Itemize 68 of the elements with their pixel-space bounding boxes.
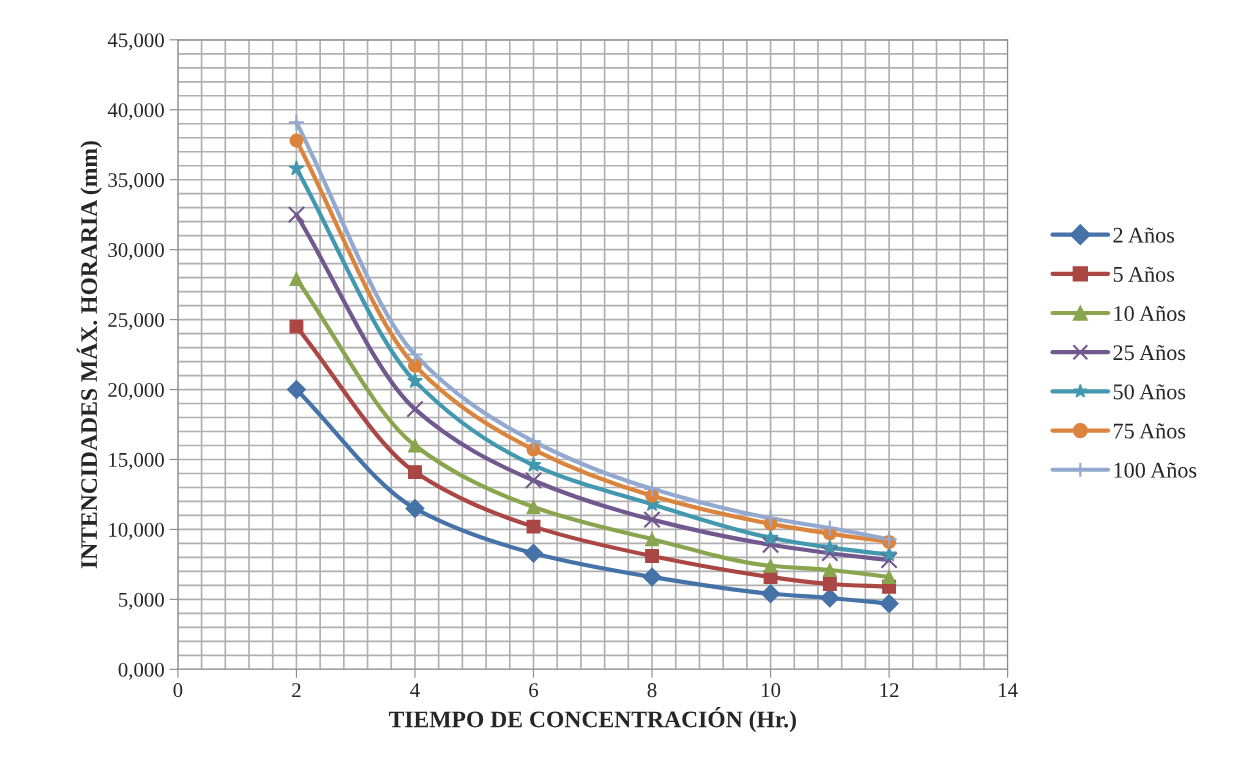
y-tick-label: 30,000 xyxy=(108,243,164,261)
x-axis-title: TIEMPO DE CONCENTRACIÓN (Hr.) xyxy=(388,706,796,733)
point xyxy=(526,519,541,534)
y-tick-label: 25,000 xyxy=(108,312,164,331)
point xyxy=(821,539,838,555)
point xyxy=(289,319,304,334)
point xyxy=(523,543,544,563)
x-tick-label: 6 xyxy=(529,683,539,698)
point xyxy=(407,372,423,389)
point xyxy=(882,570,897,584)
point xyxy=(645,549,659,563)
point xyxy=(288,160,305,176)
y-tick-label: 0,000 xyxy=(118,662,164,680)
point xyxy=(763,558,778,573)
point xyxy=(405,498,425,518)
y-tick-label: 10,000 xyxy=(109,522,164,540)
legend-label: 2 Años xyxy=(1113,227,1175,243)
y-tick-label: 40,000 xyxy=(107,103,164,121)
point xyxy=(406,345,424,364)
point xyxy=(408,438,422,453)
y-tick-label: 35,000 xyxy=(108,173,164,191)
point xyxy=(642,567,662,587)
point xyxy=(761,584,781,604)
y-tick-label: 15,000 xyxy=(109,452,164,470)
point xyxy=(820,588,840,608)
x-tick-label: 12 xyxy=(880,683,899,697)
point xyxy=(643,510,661,529)
x-tick-label: 14 xyxy=(999,683,1018,697)
point xyxy=(408,465,422,480)
point xyxy=(524,471,543,490)
point xyxy=(762,529,779,545)
point xyxy=(289,272,304,286)
point xyxy=(287,113,306,132)
point xyxy=(526,500,541,514)
point xyxy=(408,358,422,373)
point xyxy=(286,380,306,400)
x-tick-label: 2 xyxy=(292,683,301,697)
legend-label: 100 Años xyxy=(1114,462,1197,478)
point xyxy=(879,594,899,614)
point xyxy=(880,551,898,569)
y-tick-label: 5,000 xyxy=(119,592,164,610)
point xyxy=(761,509,780,527)
point xyxy=(821,544,839,562)
point xyxy=(821,519,839,537)
y-tick-label: 45,000 xyxy=(107,33,164,51)
legend-label: 5 Años xyxy=(1113,266,1175,282)
point xyxy=(524,432,543,450)
y-axis-title: INTENCIDADES MÁX. HORARIA (mm) xyxy=(76,141,102,569)
point xyxy=(289,133,304,148)
point xyxy=(761,536,780,554)
legend-label: 75 Años xyxy=(1114,423,1186,439)
point xyxy=(525,456,542,472)
legend-label: 50 Años xyxy=(1113,384,1186,400)
legend-label: 25 Años xyxy=(1113,345,1186,361)
point xyxy=(881,546,898,562)
point xyxy=(822,563,837,577)
point xyxy=(406,400,424,418)
point xyxy=(643,480,661,498)
x-tick-label: 4 xyxy=(410,683,420,697)
legend-label: 10 Años xyxy=(1114,305,1186,322)
x-tick-label: 0 xyxy=(173,683,183,698)
point xyxy=(822,577,837,591)
x-tick-label: 8 xyxy=(647,683,657,698)
point xyxy=(645,532,659,547)
y-tick-label: 20,000 xyxy=(108,382,164,400)
point xyxy=(287,206,306,224)
x-tick-label: 10 xyxy=(761,683,781,698)
point xyxy=(880,530,898,548)
